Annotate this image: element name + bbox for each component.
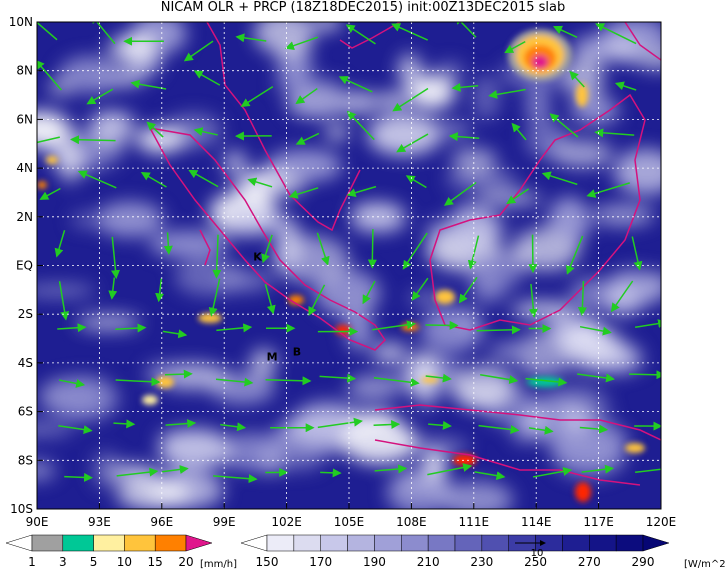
colorbar-swatch [401,535,428,551]
lon-label: 102E [271,515,302,529]
lat-label: 4N [16,161,33,175]
colorbar-label: 170 [309,555,332,569]
unit-label: [mm/h] [200,559,237,570]
lat-label: 10S [10,502,33,516]
lat-label: 2S [18,307,33,321]
colorbar-label: 230 [470,555,493,569]
colorbar-swatch [348,535,375,551]
colorbar-arrow [643,535,669,551]
colorbar-swatch [482,535,509,551]
lat-label: EQ [16,259,33,273]
place-label: K [253,251,262,264]
lat-label: 6S [18,405,33,419]
colorbar-label: 190 [363,555,386,569]
lon-label: 105E [334,515,365,529]
colorbar-label: 150 [256,555,279,569]
lon-label: 111E [459,515,490,529]
colorbar-arrow [6,535,32,551]
colorbar-label: 290 [632,555,655,569]
colorbar-swatch [589,535,616,551]
lon-label: 93E [88,515,111,529]
colorbar-label: 270 [578,555,601,569]
lon-label: 117E [583,515,614,529]
lon-label: 90E [26,515,49,529]
colorbar-label: 20 [178,555,193,569]
colorbar-label: 5 [90,555,98,569]
map-field [2,10,680,518]
colorbar-swatch [321,535,348,551]
colorbar-label: 210 [417,555,440,569]
lon-label: 96E [150,515,173,529]
lat-label: 8S [18,453,33,467]
lat-label: 2N [16,210,33,224]
colorbar-arrow [186,535,212,551]
colorbar-swatch [428,535,455,551]
colorbar-label: 10 [117,555,132,569]
colorbar-swatch [455,535,482,551]
colorbar-swatch [294,535,321,551]
colorbar-swatch [267,535,294,551]
reference-label: 10 [531,548,544,559]
colorbar-swatch [616,535,643,551]
colorbar-arrow [241,535,267,551]
title: NICAM OLR + PRCP (18Z18DEC2015) init:00Z… [161,0,566,15]
colorbar-label: 3 [59,555,67,569]
place-label: B [293,346,301,359]
colorbar-swatch [63,535,94,551]
colorbar-swatch [562,535,589,551]
lat-label: 4S [18,356,33,370]
colorbar-swatch [155,535,186,551]
colorbar-swatch [374,535,401,551]
colorbar-swatch [124,535,155,551]
colorbar-label: 1 [28,555,36,569]
lat-label: 8N [16,64,33,78]
lat-label: 10N [9,15,33,29]
place-label: M [267,350,278,363]
colorbar-swatch [94,535,125,551]
lon-label: 99E [213,515,236,529]
lon-label: 108E [396,515,427,529]
lat-label: 6N [16,112,33,126]
lon-label: 120E [646,515,677,529]
colorbar-label: 15 [148,555,163,569]
colorbar-swatch [32,535,63,551]
unit-label: [W/m^2] [684,559,726,570]
lon-label: 114E [521,515,552,529]
